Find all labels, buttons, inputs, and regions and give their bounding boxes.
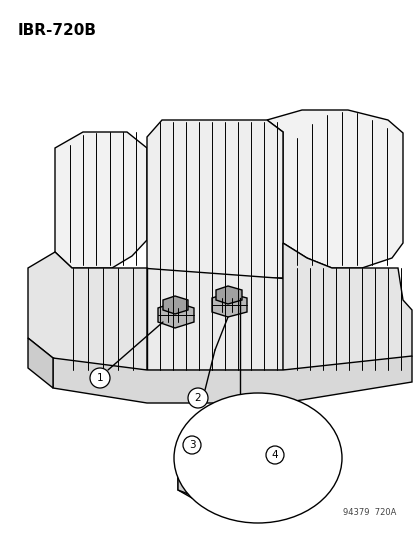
Circle shape	[90, 368, 110, 388]
Ellipse shape	[173, 393, 341, 523]
Polygon shape	[221, 453, 267, 507]
Circle shape	[183, 436, 201, 454]
Text: 4: 4	[271, 450, 278, 460]
Polygon shape	[216, 286, 242, 304]
Polygon shape	[197, 408, 209, 426]
Polygon shape	[211, 293, 247, 317]
Text: IBR-720B: IBR-720B	[18, 23, 97, 38]
Polygon shape	[236, 416, 266, 436]
Text: 2: 2	[194, 393, 201, 403]
Text: 3: 3	[188, 440, 195, 450]
Polygon shape	[28, 338, 53, 388]
Polygon shape	[28, 252, 147, 370]
Polygon shape	[266, 110, 402, 268]
Text: 94379  720A: 94379 720A	[342, 508, 395, 517]
Polygon shape	[212, 410, 221, 424]
Polygon shape	[178, 445, 192, 498]
Circle shape	[266, 446, 283, 464]
Polygon shape	[147, 268, 282, 370]
Polygon shape	[197, 408, 277, 432]
Polygon shape	[163, 296, 188, 314]
Circle shape	[188, 388, 207, 408]
Polygon shape	[178, 445, 221, 507]
Polygon shape	[183, 458, 261, 500]
Polygon shape	[282, 243, 411, 370]
Polygon shape	[236, 416, 277, 442]
Polygon shape	[53, 356, 411, 403]
Polygon shape	[212, 410, 266, 428]
Text: 1: 1	[97, 373, 103, 383]
Polygon shape	[197, 416, 236, 442]
Polygon shape	[158, 302, 194, 328]
Polygon shape	[178, 445, 267, 470]
Polygon shape	[55, 132, 147, 268]
Polygon shape	[147, 120, 282, 278]
